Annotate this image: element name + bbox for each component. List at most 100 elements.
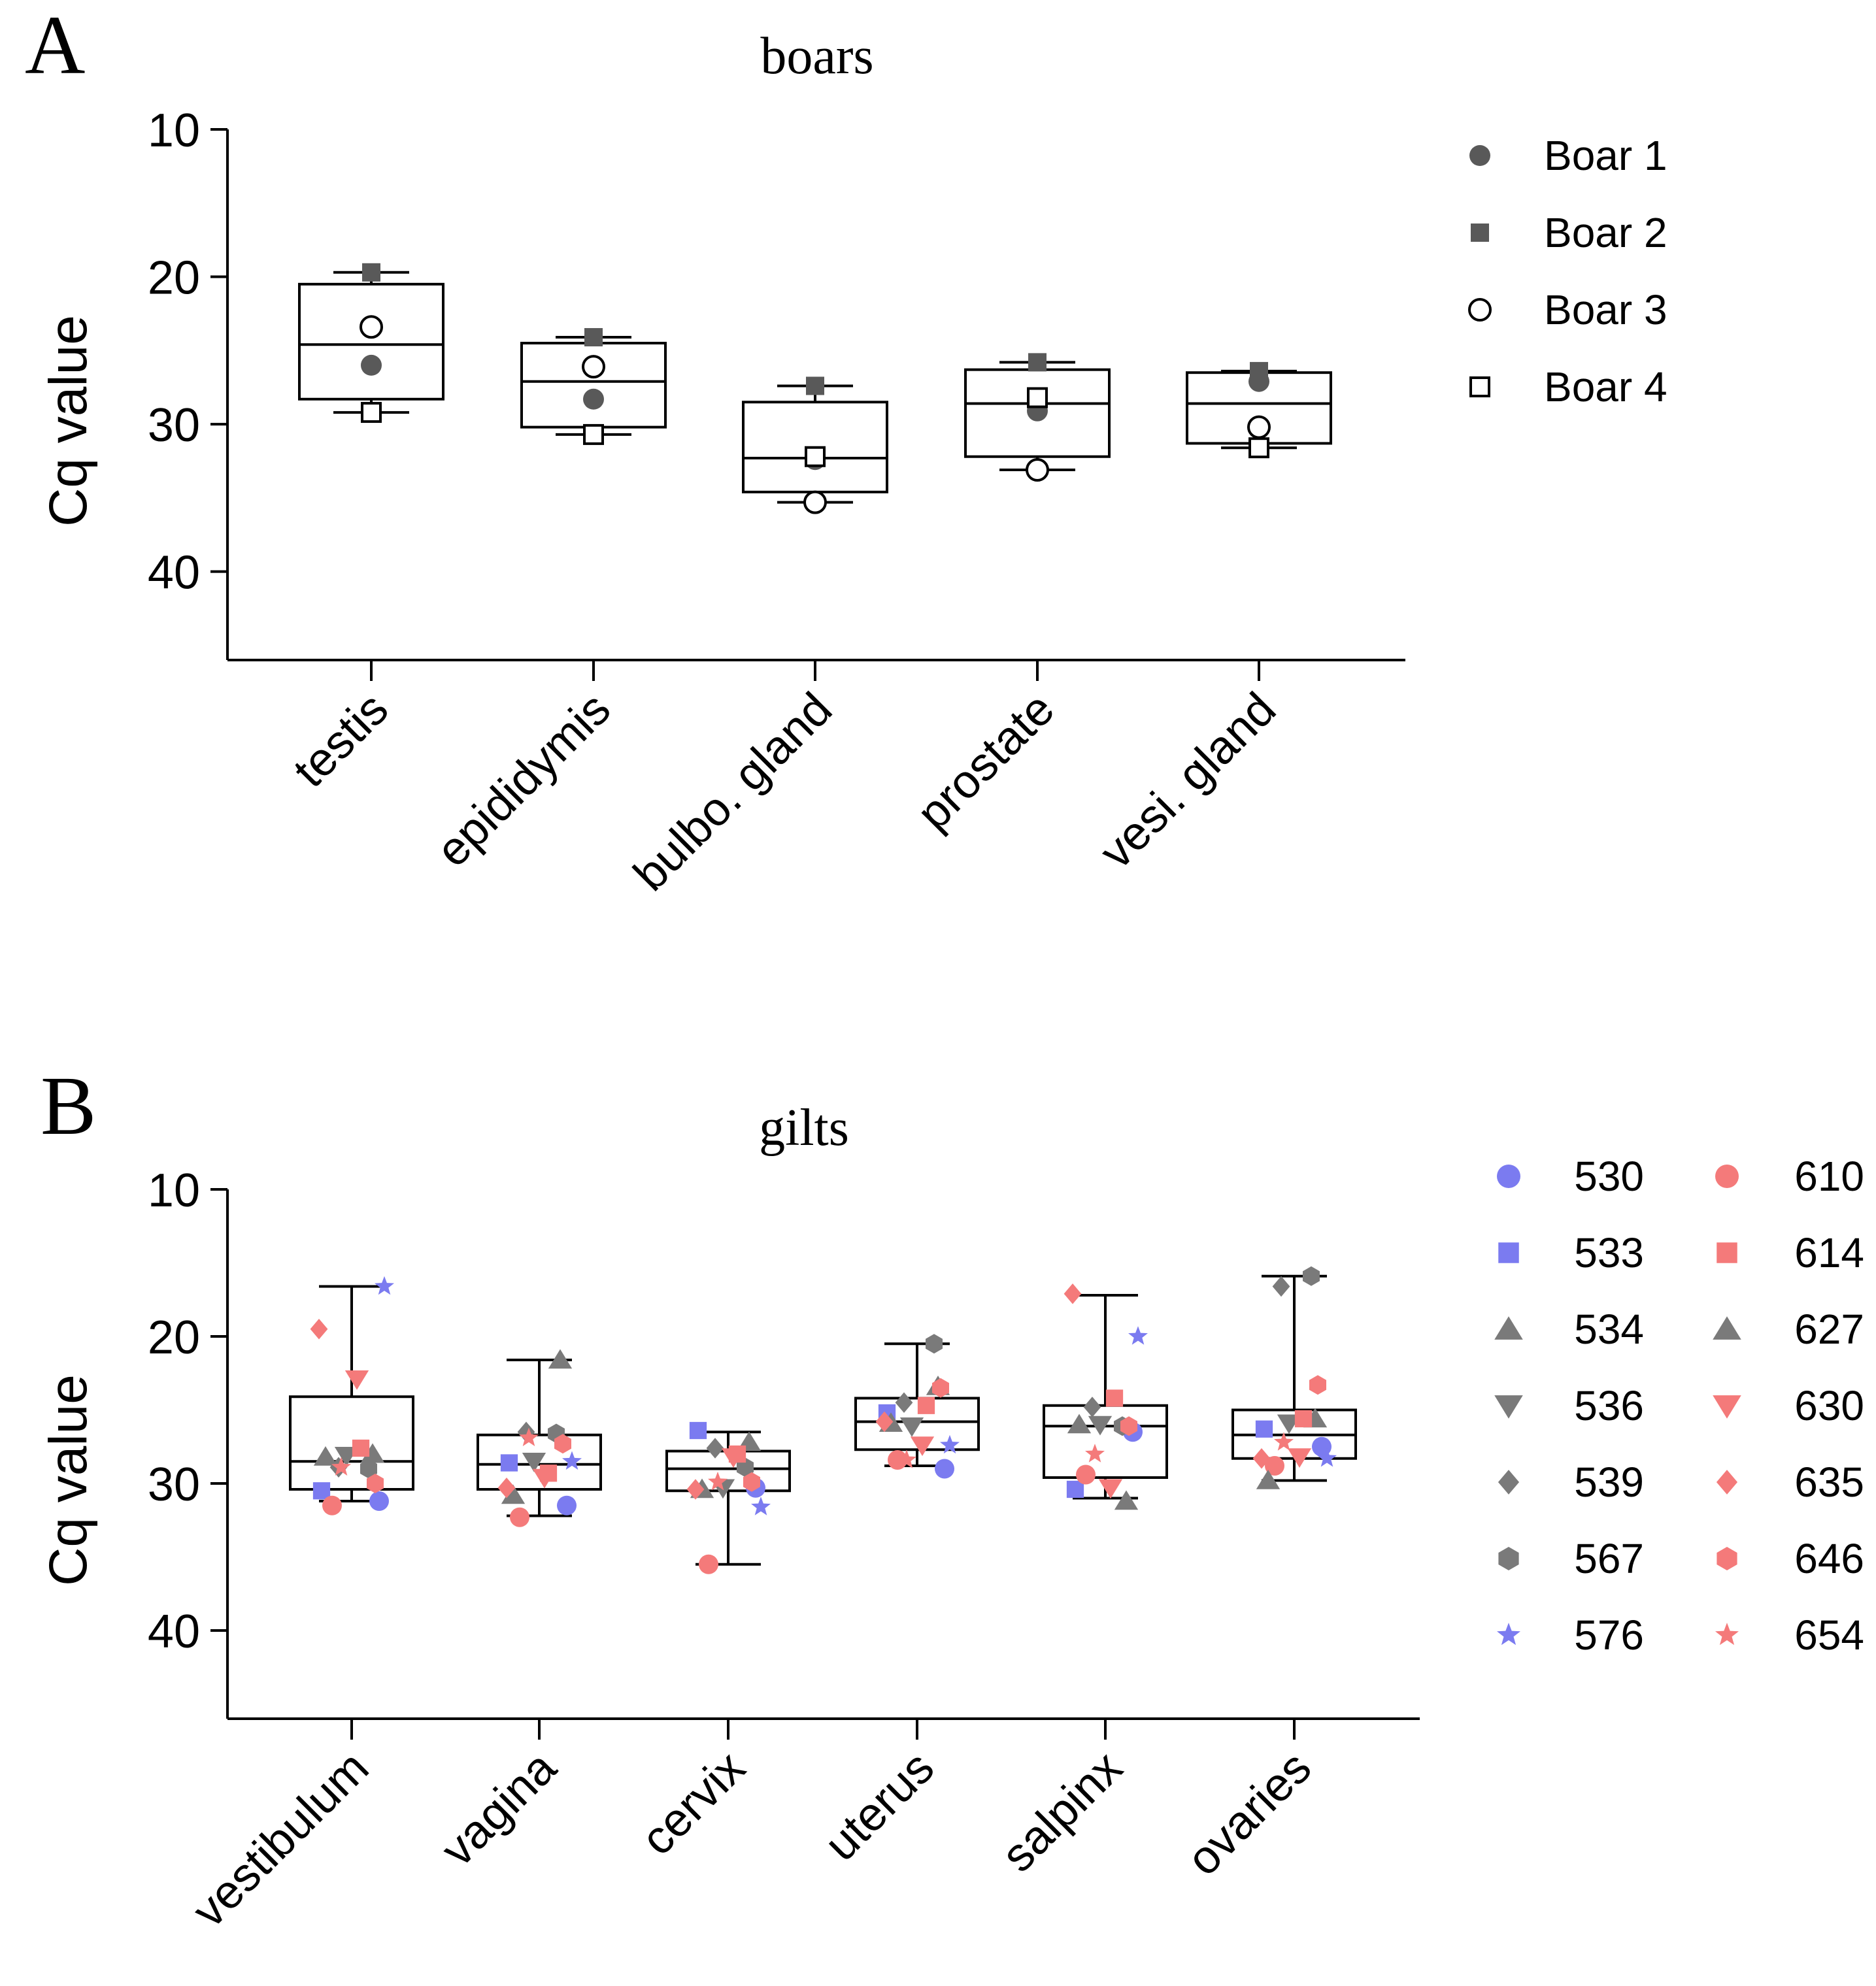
point-614-uterus bbox=[917, 1397, 935, 1414]
point-533-vestibulum bbox=[312, 1482, 331, 1500]
point-530-vagina bbox=[557, 1495, 577, 1515]
legend-label-530: 530 bbox=[1574, 1153, 1644, 1200]
point-654-vagina bbox=[519, 1427, 539, 1446]
box-epididymis bbox=[520, 336, 667, 436]
legend-marker-614 bbox=[1717, 1242, 1737, 1263]
panel-a-title: boars bbox=[760, 27, 873, 85]
legend-label-boar-2: Boar 2 bbox=[1544, 209, 1667, 256]
panel-b-title: gilts bbox=[759, 1099, 849, 1157]
point-646-vestibulum bbox=[367, 1474, 384, 1493]
legend-marker-530 bbox=[1497, 1165, 1520, 1188]
point-646-vagina bbox=[554, 1434, 571, 1454]
point-610-vestibulum bbox=[322, 1495, 342, 1515]
legend-marker-534 bbox=[1494, 1316, 1523, 1340]
point-567-uterus bbox=[926, 1334, 943, 1354]
point-654-cervix bbox=[708, 1472, 728, 1491]
y-tick-label: 30 bbox=[148, 399, 200, 452]
point-635-cervix bbox=[686, 1479, 705, 1500]
legend-label-boar-4: Boar 4 bbox=[1544, 363, 1667, 410]
box-uterus bbox=[854, 1342, 980, 1467]
point-boar-4-epididymis bbox=[583, 423, 604, 445]
point-635-vagina bbox=[497, 1478, 516, 1498]
point-539-ovaries bbox=[1272, 1276, 1290, 1297]
point-654-uterus bbox=[897, 1449, 916, 1468]
point-boar-1-epididymis bbox=[583, 388, 604, 410]
point-533-cervix bbox=[689, 1421, 707, 1440]
panel-b-boxes bbox=[289, 1274, 1357, 1566]
point-567-vestibulum bbox=[360, 1459, 377, 1479]
point-539-uterus bbox=[895, 1392, 913, 1413]
y-tick-label: 40 bbox=[148, 547, 200, 599]
legend-label-boar-3: Boar 3 bbox=[1544, 286, 1667, 333]
panel-a-letter: A bbox=[25, 0, 85, 91]
point-539-cervix bbox=[706, 1438, 724, 1459]
x-tick-label-testis: testis bbox=[284, 683, 398, 797]
point-539-salpinx bbox=[1083, 1397, 1101, 1417]
point-635-ovaries bbox=[1252, 1448, 1271, 1469]
point-boar-3-bulbo-gland bbox=[803, 490, 827, 514]
point-boar-3-prostate bbox=[1026, 458, 1049, 482]
x-tick-label-ovaries: ovaries bbox=[1177, 1742, 1322, 1886]
legend-marker-627 bbox=[1713, 1316, 1741, 1340]
y-tick-label: 30 bbox=[148, 1459, 200, 1511]
box-body bbox=[289, 1395, 414, 1491]
y-axis-title: Cq value bbox=[39, 315, 98, 527]
box-testis bbox=[298, 271, 444, 414]
y-tick-label: 10 bbox=[148, 1165, 200, 1217]
legend-label-576: 576 bbox=[1574, 1612, 1644, 1659]
point-533-ovaries bbox=[1255, 1420, 1273, 1438]
point-536-vagina bbox=[522, 1453, 546, 1472]
point-630-uterus bbox=[910, 1436, 935, 1456]
point-630-cervix bbox=[721, 1448, 746, 1468]
point-boar-2-epididymis bbox=[584, 328, 603, 347]
legend-marker-654 bbox=[1715, 1623, 1739, 1646]
x-tick-label-vesi-gland: vesi. gland bbox=[1090, 683, 1286, 879]
legend-marker-536 bbox=[1494, 1395, 1523, 1419]
point-646-cervix bbox=[743, 1472, 760, 1492]
point-534-salpinx bbox=[1114, 1490, 1139, 1510]
x-tick-label-uterus: uterus bbox=[814, 1742, 944, 1871]
point-boar-3-vesi-gland bbox=[1247, 415, 1271, 439]
point-614-ovaries bbox=[1294, 1410, 1313, 1428]
y-tick-label: 10 bbox=[148, 105, 200, 157]
panel-a-points bbox=[360, 263, 1271, 514]
y-tick-label: 20 bbox=[148, 1312, 200, 1364]
legend-marker-539 bbox=[1498, 1470, 1520, 1495]
box-bulbo-gland bbox=[742, 384, 888, 504]
legend-label-635: 635 bbox=[1794, 1459, 1864, 1506]
panel-a-legend: Boar 1 Boar 2 Boar 3 Boar 4 bbox=[1468, 132, 1667, 410]
point-614-salpinx bbox=[1105, 1389, 1124, 1407]
point-654-vestibulum bbox=[331, 1457, 351, 1476]
box-vagina bbox=[477, 1359, 602, 1517]
legend-label-533: 533 bbox=[1574, 1229, 1644, 1276]
point-boar-4-testis bbox=[361, 402, 382, 423]
point-567-ovaries bbox=[1303, 1266, 1320, 1286]
legend-label-627: 627 bbox=[1794, 1306, 1864, 1353]
point-boar-4-bulbo-gland bbox=[805, 446, 826, 467]
point-654-ovaries bbox=[1274, 1432, 1294, 1451]
point-646-uterus bbox=[932, 1378, 949, 1398]
point-576-vestibulum bbox=[375, 1276, 394, 1295]
legend-label-536: 536 bbox=[1574, 1382, 1644, 1429]
legend-marker-boar-2 bbox=[1471, 223, 1489, 242]
legend-label-614: 614 bbox=[1794, 1229, 1864, 1276]
point-boar-2-prostate bbox=[1028, 353, 1047, 372]
box-salpinx bbox=[1043, 1294, 1168, 1500]
point-610-cervix bbox=[699, 1554, 718, 1574]
point-646-salpinx bbox=[1120, 1416, 1137, 1436]
legend-label-539: 539 bbox=[1574, 1459, 1644, 1506]
point-630-vestibulum bbox=[344, 1370, 369, 1390]
x-tick-label-cervix: cervix bbox=[631, 1742, 756, 1866]
point-533-vagina bbox=[500, 1454, 518, 1472]
point-635-salpinx bbox=[1064, 1283, 1082, 1304]
point-530-vestibulum bbox=[369, 1491, 389, 1511]
point-576-ovaries bbox=[1317, 1448, 1337, 1467]
panel-b-legend: 530 533 534 536 539 567 576 610 614 627 630 635 646 6… bbox=[1494, 1153, 1864, 1659]
point-576-cervix bbox=[751, 1497, 771, 1515]
legend-marker-boar-3 bbox=[1468, 298, 1492, 322]
legend-label-654: 654 bbox=[1794, 1612, 1864, 1659]
legend-marker-646 bbox=[1717, 1547, 1737, 1570]
point-635-uterus bbox=[875, 1411, 894, 1432]
y-axis-title: Cq value bbox=[39, 1374, 98, 1586]
